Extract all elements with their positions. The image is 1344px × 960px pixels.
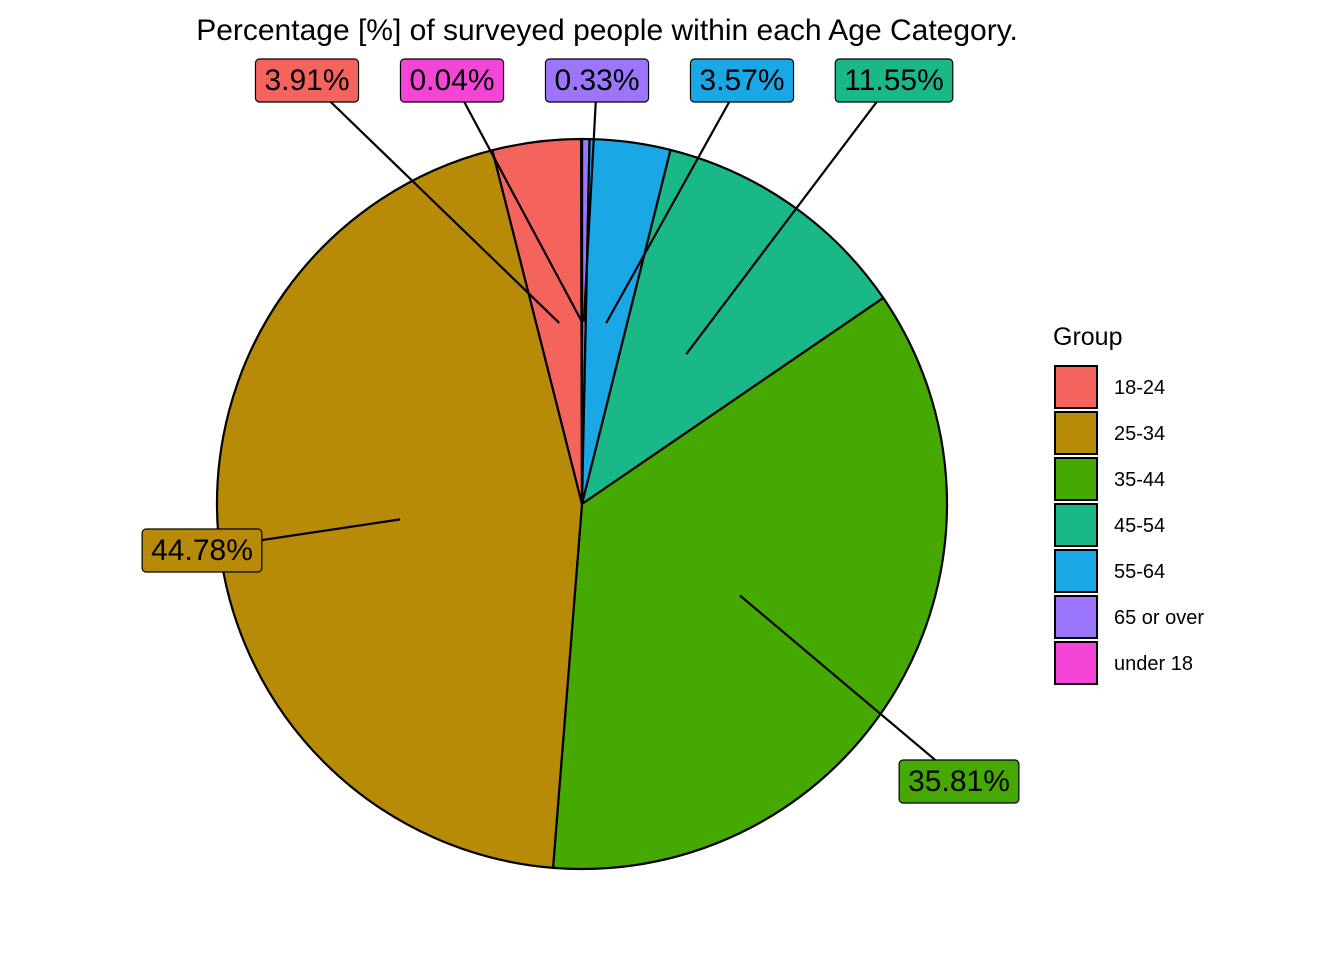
pie-slices (215, 137, 949, 871)
legend: Group 18-24 25-34 35-44 45-54 55-64 65 or ove… (1053, 323, 1204, 685)
slice-label: 3.57% (689, 58, 795, 103)
slice-label-text: 0.04% (409, 64, 494, 97)
legend-label: 25-34 (1114, 423, 1165, 445)
slice-label-box (544, 58, 650, 103)
slice-label-box (689, 58, 795, 103)
legend-item-18-24: 18-24 (1054, 365, 1165, 409)
slice-label-text: 11.55% (844, 64, 944, 97)
slice-label-box (141, 528, 263, 573)
legend-swatch (1054, 595, 1098, 639)
slice-label: 35.81% (898, 759, 1020, 804)
legend-item-45-54: 45-54 (1054, 503, 1165, 547)
slice-label-text: 3.57% (699, 64, 784, 97)
slice-label-text: 35.81% (908, 765, 1010, 798)
slice-label: 11.55% (834, 58, 954, 103)
slice-label-box (834, 58, 954, 103)
legend-item-25-34: 25-34 (1054, 411, 1165, 455)
leader-line (685, 78, 895, 355)
leader-line (306, 78, 560, 324)
slice-label: 0.33% (544, 58, 650, 103)
legend-label: 45-54 (1114, 515, 1165, 537)
slice-label-text: 0.33% (554, 64, 639, 97)
legend-swatch (1054, 411, 1098, 455)
slice-label-box (898, 759, 1020, 804)
slice-label: 44.78% (141, 528, 263, 573)
legend-item-65-or-over: 65 or over (1054, 595, 1204, 639)
leader-line (582, 78, 599, 322)
slice-label-text: 3.91% (264, 64, 349, 97)
legend-label: under 18 (1114, 653, 1193, 675)
slice-label-box (399, 58, 505, 103)
legend-item-35-44: 35-44 (1054, 457, 1165, 501)
legend-label: 35-44 (1114, 469, 1165, 491)
slice-label-box (254, 58, 360, 103)
legend-label: 55-64 (1114, 561, 1165, 583)
slice-label: 0.04% (399, 58, 505, 103)
legend-swatch (1054, 641, 1098, 685)
slice-label: 3.91% (254, 58, 360, 103)
leader-line (451, 78, 583, 323)
leader-line (605, 78, 743, 324)
pie-slice-45-54 (580, 148, 885, 506)
leader-line (739, 594, 960, 781)
legend-items: 18-24 25-34 35-44 45-54 55-64 65 or over under… (1054, 365, 1204, 685)
legend-title: Group (1053, 323, 1122, 351)
legend-item-under-18: under 18 (1054, 641, 1193, 685)
legend-swatch (1054, 457, 1098, 501)
legend-item-55-64: 55-64 (1054, 549, 1165, 593)
legend-swatch (1054, 365, 1098, 409)
legend-swatch (1054, 549, 1098, 593)
legend-label: 18-24 (1114, 377, 1165, 399)
pie-slice-35-44 (551, 296, 949, 871)
slice-labels: 0.33% 3.57% 11.55% 35.81% 44.78% 3.91% 0.04% (141, 58, 1020, 804)
chart-title: Percentage [%] of surveyed people within… (196, 14, 1018, 47)
legend-label: 65 or over (1114, 607, 1204, 629)
legend-swatch (1054, 503, 1098, 547)
slice-label-text: 44.78% (151, 534, 253, 567)
